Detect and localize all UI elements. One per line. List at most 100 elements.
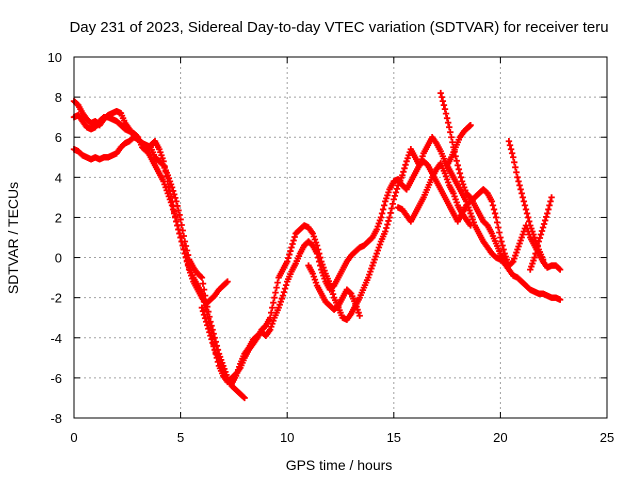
data-point [512,164,519,171]
data-point [545,206,552,213]
data-point [391,192,399,200]
data-point [289,240,296,248]
data-point [457,174,465,181]
data-point [180,246,187,253]
x-tick-label: 15 [387,430,401,445]
data-point [272,289,279,296]
data-point [556,296,564,303]
data-point [387,209,394,217]
data-point [385,217,392,225]
data-series [394,160,474,229]
data-point [531,254,538,261]
data-point [390,196,397,203]
data-point [378,210,386,217]
data-point [496,229,503,236]
data-point [522,206,530,213]
data-point [525,218,533,225]
data-point [281,285,289,292]
data-point [505,138,513,145]
data-point [291,233,298,241]
data-point [388,205,395,212]
data-point [168,184,176,191]
data-point [201,315,209,322]
data-point [494,219,501,226]
data-point [508,150,516,157]
data-series [437,89,513,269]
x-tick-label: 25 [600,430,614,445]
data-point [208,336,215,343]
data-point [438,93,445,101]
data-point [547,198,554,205]
data-point [280,288,288,296]
data-point [446,123,453,131]
x-axis-label: GPS time / hours [286,457,393,473]
data-point [443,114,451,122]
data-point [271,294,278,301]
data-point [182,254,190,261]
data-point [546,202,553,209]
data-point [495,224,502,231]
data-point [210,343,217,350]
data-point [197,273,205,280]
data-point [533,246,540,253]
y-tick-label: -4 [50,331,62,346]
data-point [288,244,295,251]
data-point [488,198,496,205]
data-point [379,206,387,213]
data-point [456,170,464,177]
data-point [444,119,452,126]
data-point [177,216,184,223]
data-point [205,325,212,332]
data-point [541,217,549,224]
plot-frame [73,56,608,419]
data-point [489,202,497,209]
data-point [381,202,388,209]
data-point [178,238,185,245]
data-point [286,251,293,258]
data-point [176,211,183,219]
data-point [202,318,210,325]
data-point [507,146,515,153]
data-point [162,168,169,175]
data-point [285,254,292,262]
data-point [504,261,512,268]
data-point [518,190,525,197]
data-point [523,210,531,217]
y-axis-label: SDTVAR / TECUs [5,182,21,294]
data-point [198,304,206,311]
y-tick-label: 6 [55,130,62,145]
data-series [505,138,547,263]
data-point [544,210,551,217]
data-point [177,234,184,241]
data-point [505,262,513,269]
data-point [273,284,280,291]
data-point [175,226,182,233]
data-point [539,256,547,263]
data-point [206,329,213,336]
x-tick-label: 5 [177,430,184,445]
data-point [517,186,524,193]
data-point [393,185,401,193]
data-point [179,242,186,249]
data-point [224,278,231,285]
data-point [165,183,173,190]
data-point [176,230,183,237]
data-point [346,289,354,296]
data-point [548,194,555,201]
data-point [313,250,321,257]
data-point [200,311,208,318]
chart-title: Day 231 of 2023, Sidereal Day-to-day VTE… [69,19,608,36]
data-point [437,89,444,97]
data-point [161,163,168,170]
x-tick-label: 20 [493,430,507,445]
data-point [500,246,507,253]
data-point [539,224,547,231]
data-point [537,231,545,238]
data-point [514,174,521,181]
data-series [198,158,564,388]
data-series [443,121,474,169]
data-point [509,154,517,161]
data-point [453,157,460,164]
data-point [386,214,393,221]
data-point [521,202,529,209]
